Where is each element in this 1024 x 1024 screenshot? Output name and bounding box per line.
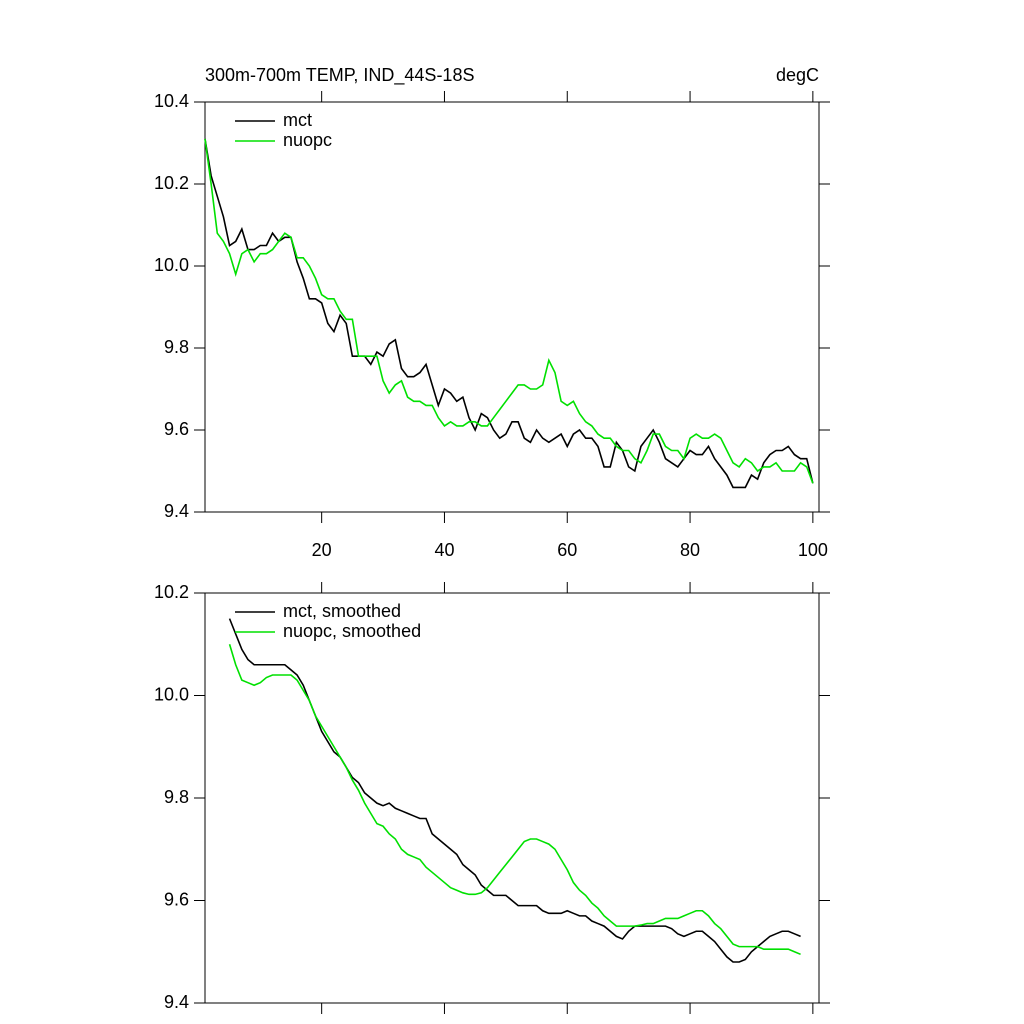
legend-label: nuopc, smoothed bbox=[283, 621, 421, 641]
y-tick-label: 10.0 bbox=[154, 255, 189, 275]
y-tick-label: 10.2 bbox=[154, 582, 189, 602]
y-tick-label: 9.4 bbox=[164, 501, 189, 521]
y-tick-label: 9.8 bbox=[164, 337, 189, 357]
legend-label: mct, smoothed bbox=[283, 601, 401, 621]
y-tick-label: 9.6 bbox=[164, 889, 189, 909]
series-line bbox=[228, 644, 801, 956]
series-line bbox=[204, 138, 814, 484]
chart-title: 300m-700m TEMP, IND_44S-18S bbox=[205, 65, 474, 86]
x-tick-label: 40 bbox=[434, 540, 454, 560]
y-tick-label: 9.8 bbox=[164, 787, 189, 807]
x-tick-label: 100 bbox=[798, 540, 828, 560]
y-tick-label: 10.4 bbox=[154, 91, 189, 111]
y-tick-label: 9.6 bbox=[164, 419, 189, 439]
legend-label: mct bbox=[283, 110, 312, 130]
x-tick-label: 20 bbox=[312, 540, 332, 560]
units-label: degC bbox=[776, 65, 819, 85]
y-tick-label: 9.4 bbox=[164, 992, 189, 1012]
series-line bbox=[204, 138, 814, 489]
legend-label: nuopc bbox=[283, 130, 332, 150]
x-tick-label: 60 bbox=[557, 540, 577, 560]
plot-frame bbox=[204, 101, 820, 513]
y-tick-label: 10.0 bbox=[154, 684, 189, 704]
x-tick-label: 80 bbox=[680, 540, 700, 560]
series-line bbox=[228, 618, 801, 963]
y-tick-label: 10.2 bbox=[154, 173, 189, 193]
plot-frame bbox=[204, 592, 820, 1004]
